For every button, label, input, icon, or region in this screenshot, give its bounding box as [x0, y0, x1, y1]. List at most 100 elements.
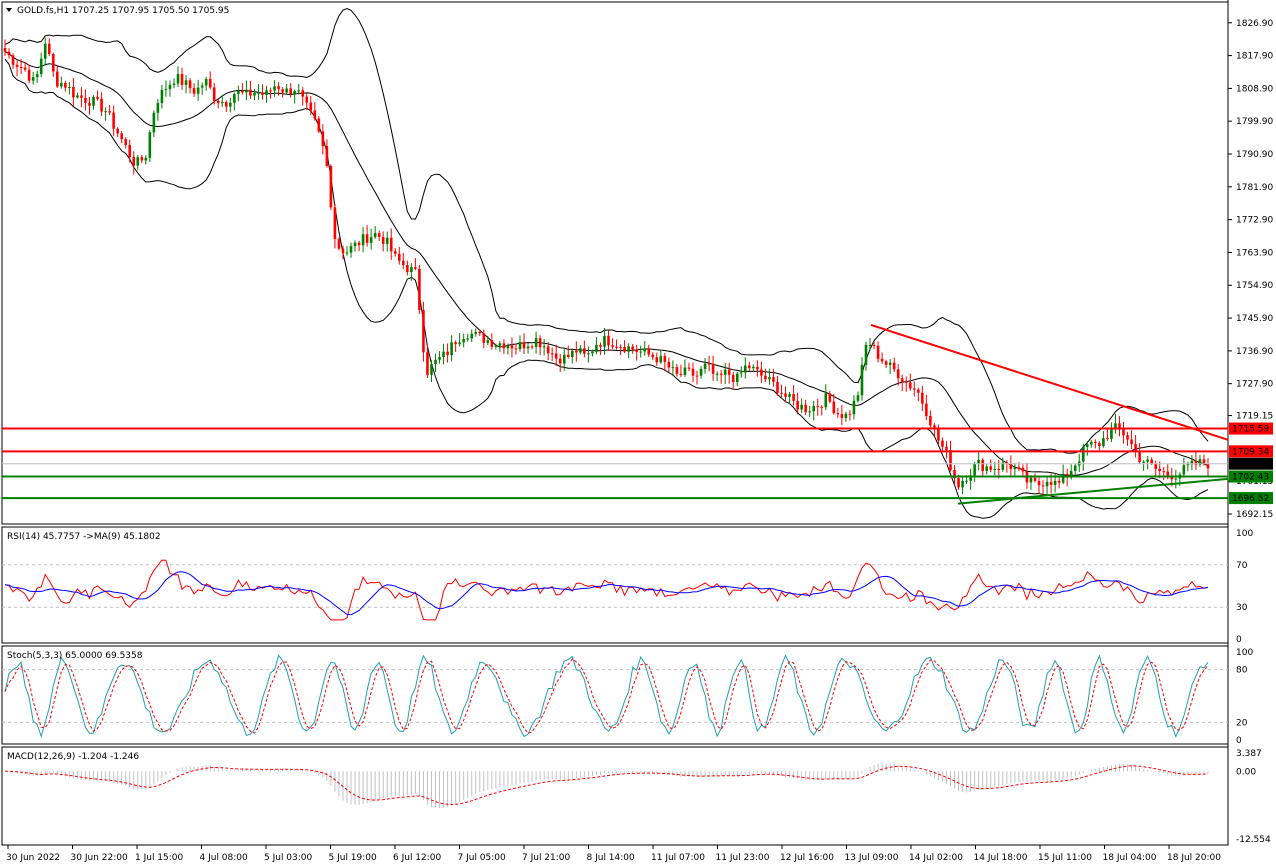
- candle-body: [241, 90, 244, 93]
- bollinger-upper-band: [4, 7, 1209, 454]
- candle-body: [35, 74, 39, 78]
- candle-body: [997, 468, 1001, 470]
- candle-body: [510, 345, 514, 349]
- candle-body: [1206, 464, 1210, 469]
- candle-body: [1138, 451, 1141, 462]
- price-tick-label: 1692.15: [1236, 510, 1273, 520]
- candle-body: [410, 267, 413, 273]
- candle-body: [816, 406, 820, 408]
- candle-body: [1154, 463, 1157, 469]
- candle-body: [691, 368, 695, 376]
- candle-body: [800, 404, 803, 410]
- candle-body: [558, 358, 562, 364]
- candle-body: [896, 369, 900, 379]
- candle-body: [760, 369, 763, 376]
- candle-body: [1150, 459, 1153, 464]
- resistance-trendline: [870, 324, 1229, 441]
- candle-body: [64, 83, 67, 88]
- candle-body: [369, 237, 373, 243]
- candle-body: [695, 375, 699, 377]
- candle-body: [840, 414, 844, 418]
- time-axis-label: 6 Jul 12:00: [393, 853, 442, 863]
- price-tick-label: 1808.90: [1236, 84, 1273, 94]
- candle-body: [180, 73, 184, 85]
- price-tick-label: 1754.90: [1236, 281, 1273, 291]
- candle-body: [486, 340, 490, 343]
- candle-body: [1090, 441, 1093, 445]
- candle-body: [627, 346, 630, 352]
- candle-body: [164, 89, 168, 91]
- candle-body: [727, 369, 731, 375]
- candle-body: [466, 338, 469, 340]
- candle-body: [856, 395, 860, 401]
- time-axis-label: 11 Jul 07:00: [651, 853, 705, 863]
- candle-body: [506, 345, 510, 349]
- candle-body: [1037, 480, 1041, 486]
- candle-body: [538, 338, 542, 348]
- candle-body: [321, 131, 325, 146]
- candle-body: [1118, 423, 1121, 428]
- candle-body: [1073, 465, 1077, 471]
- candle-body: [301, 90, 305, 97]
- macd-tick-label: -12.554: [1236, 835, 1271, 845]
- candle-body: [949, 449, 952, 470]
- candle-body: [933, 425, 936, 428]
- candle-body: [607, 335, 610, 346]
- candle-body: [397, 253, 401, 261]
- candle-body: [39, 58, 43, 75]
- candle-body: [309, 102, 313, 111]
- time-axis-label: 4 Jul 08:00: [200, 853, 249, 863]
- candle-body: [317, 118, 321, 132]
- candle-body: [611, 345, 614, 347]
- candle-body: [908, 382, 912, 389]
- candle-body: [1049, 481, 1053, 485]
- candle-body: [1174, 478, 1178, 480]
- candle-body: [595, 344, 598, 352]
- price-tick-label: 1772.90: [1236, 216, 1273, 226]
- candle-body: [172, 83, 176, 85]
- candle-body: [973, 463, 976, 476]
- candle-body: [599, 344, 602, 347]
- candle-body: [1009, 463, 1013, 470]
- candle-body: [699, 368, 703, 376]
- candle-body: [526, 346, 530, 349]
- candle-body: [1021, 467, 1025, 472]
- candle-body: [888, 362, 892, 365]
- candle-body: [144, 157, 148, 161]
- bollinger-lower-band: [4, 58, 1209, 519]
- candle-body: [756, 366, 759, 370]
- candle-body: [92, 96, 95, 106]
- candle-body: [361, 234, 365, 246]
- candle-body: [349, 246, 353, 253]
- candle-body: [961, 480, 964, 488]
- bollinger-middle-band: [4, 51, 1209, 476]
- candle-body: [160, 89, 164, 103]
- candle-body: [554, 353, 558, 359]
- time-axis-label: 13 Jul 09:00: [845, 853, 899, 863]
- stoch-tick-label: 20: [1236, 718, 1248, 728]
- current-price-tag: [1229, 457, 1273, 470]
- level-tag: [1229, 422, 1273, 435]
- candle-body: [1013, 467, 1017, 470]
- candle-body: [43, 43, 47, 59]
- time-axis-label: 7 Jul 21:00: [522, 853, 571, 863]
- candle-body: [868, 344, 872, 346]
- level-tag: [1229, 445, 1273, 458]
- candle-body: [788, 394, 791, 397]
- candle-body: [744, 365, 747, 373]
- macd-signal-line: [5, 765, 1209, 806]
- current-price-label: 1705.95: [1232, 460, 1269, 470]
- candle-body: [824, 393, 828, 408]
- candle-body: [981, 459, 984, 471]
- price-tick-label: 1799.90: [1236, 117, 1273, 127]
- candle-body: [546, 346, 550, 354]
- candle-body: [1102, 438, 1105, 447]
- candle-body: [860, 364, 864, 396]
- level-tag-label: 1696.52: [1232, 494, 1269, 504]
- candle-body: [780, 392, 783, 394]
- candle-body: [277, 86, 280, 90]
- macd-header: MACD(12,26,9) -1.204 -1.246: [7, 752, 139, 762]
- candle-body: [635, 349, 638, 352]
- rsi-tick-label: 0: [1236, 635, 1242, 645]
